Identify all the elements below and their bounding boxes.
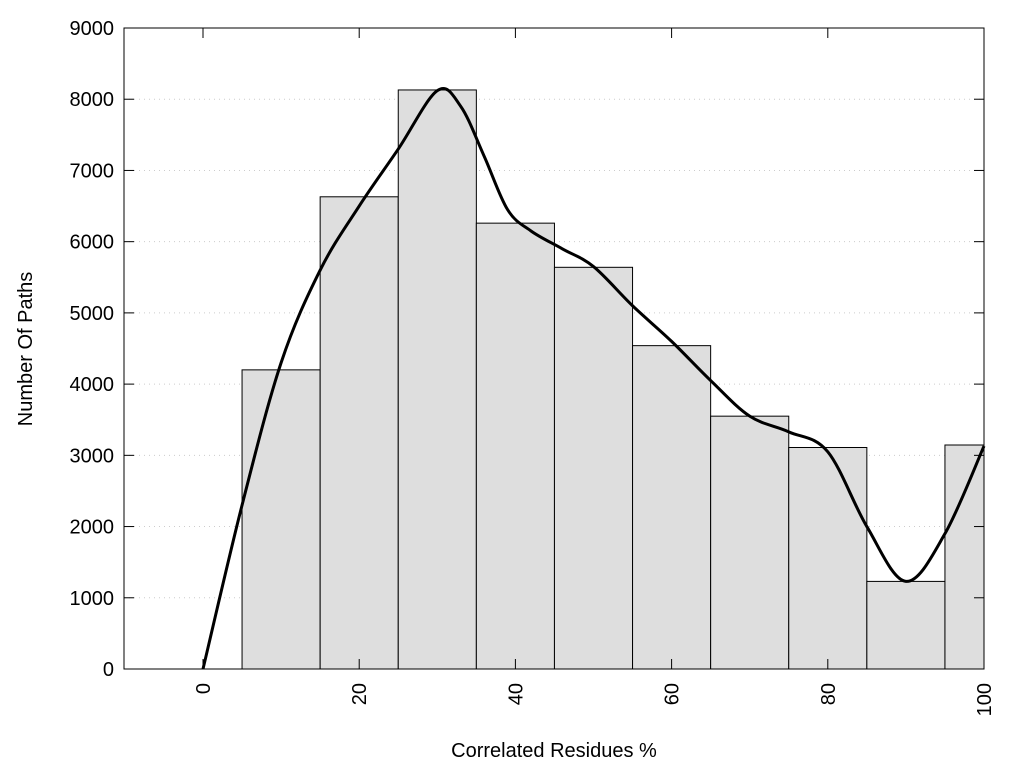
histogram-bar	[475, 222, 555, 670]
y-tick-label: 3000	[70, 445, 115, 467]
histogram-bar	[553, 266, 634, 670]
histogram-bar	[944, 444, 985, 670]
histogram-bar	[866, 580, 946, 670]
plot-frame	[123, 27, 985, 670]
histogram-bar	[632, 345, 712, 670]
y-tick-label: 9000	[70, 18, 115, 40]
histogram-bar	[241, 369, 321, 670]
y-tick-label: 8000	[70, 89, 115, 111]
y-tick-label: 4000	[70, 374, 115, 396]
histogram-bar	[397, 89, 477, 670]
density-curve	[201, 87, 986, 670]
y-tick-label: 0	[103, 659, 114, 681]
y-tick-label: 5000	[70, 303, 115, 325]
x-tick-label: 60	[662, 683, 684, 705]
y-axis-ticks: 0 1000 2000 3000 4000 5000 6000 7000 8000 9000	[70, 18, 984, 681]
x-tick-label: 20	[349, 683, 371, 705]
x-tick-label: 100	[974, 683, 996, 716]
y-tick-label: 7000	[70, 160, 115, 182]
y-tick-label: 2000	[70, 517, 115, 539]
x-tick-label: 40	[505, 683, 527, 705]
bars	[241, 89, 985, 670]
histogram-bar	[788, 446, 868, 670]
y-axis-label: Number Of Paths	[15, 272, 37, 427]
histogram-bar	[710, 415, 790, 670]
x-axis-label: Correlated Residues %	[451, 740, 657, 762]
x-tick-label: 0	[193, 683, 215, 694]
x-tick-label: 80	[818, 683, 840, 705]
y-tick-label: 6000	[70, 232, 115, 254]
histogram-bar	[319, 196, 399, 670]
x-axis-ticks: 0 20 40 60 80 100	[193, 28, 996, 716]
y-tick-label: 1000	[70, 588, 115, 610]
